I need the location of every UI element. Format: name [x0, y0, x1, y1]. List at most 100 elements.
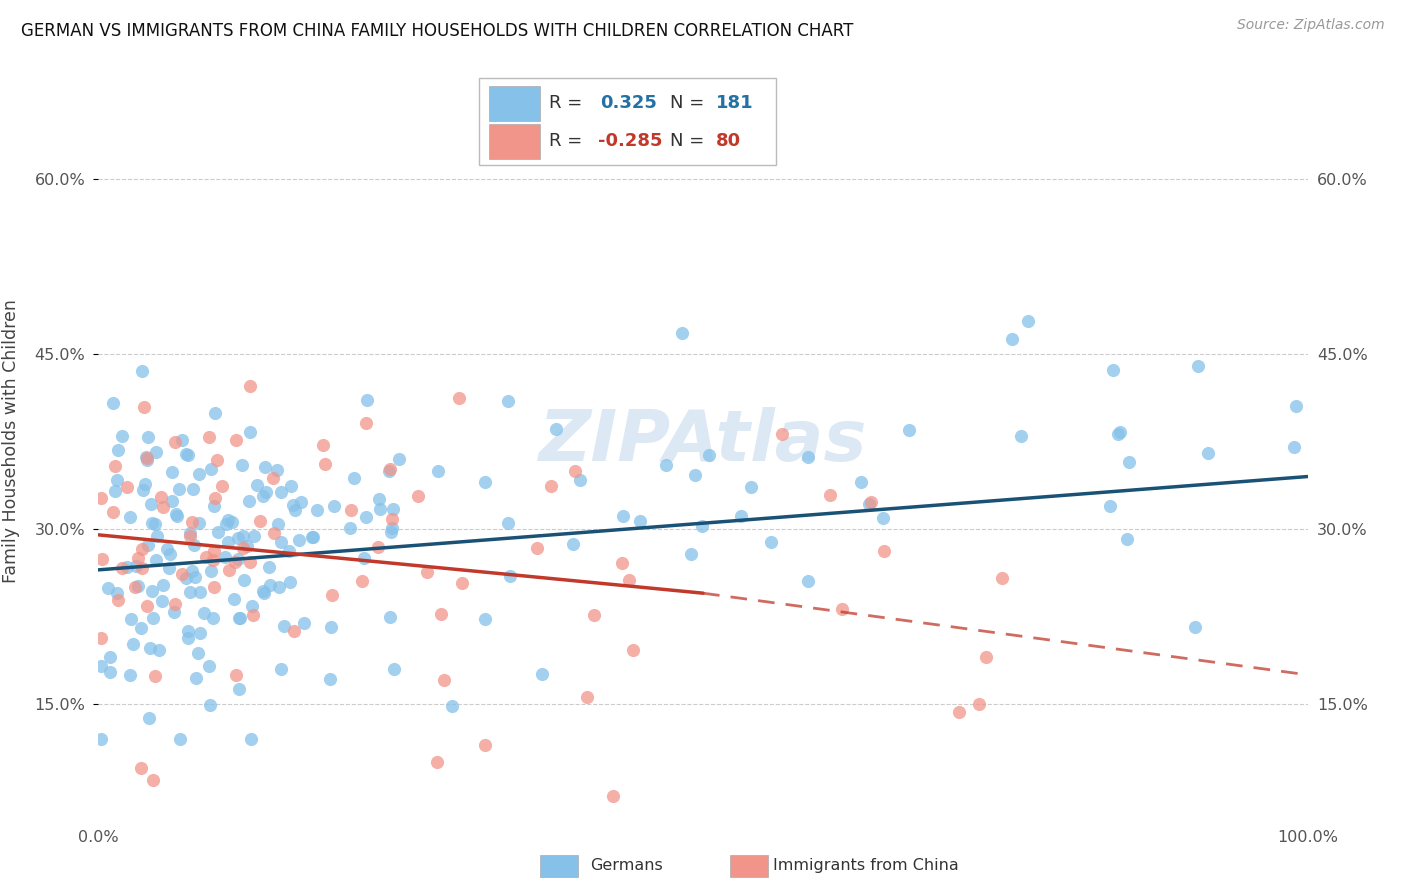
Point — [134, 477, 156, 491]
Point — [150, 593, 173, 607]
Point — [202, 553, 225, 567]
Point — [97, 581, 120, 595]
Point — [111, 560, 134, 574]
Point — [170, 433, 193, 447]
Point — [831, 601, 853, 615]
Point — [159, 547, 181, 561]
Text: Germans: Germans — [591, 858, 664, 872]
Point — [1098, 499, 1121, 513]
Point — [142, 772, 165, 787]
Point — [690, 519, 713, 533]
Point — [90, 631, 112, 645]
Point — [127, 579, 149, 593]
Point — [655, 458, 678, 473]
Point — [378, 462, 401, 476]
Point — [215, 517, 238, 532]
Point — [252, 583, 274, 598]
Point — [228, 682, 250, 697]
Point — [167, 483, 190, 497]
Point — [193, 606, 215, 620]
Point — [127, 551, 149, 566]
Point — [120, 510, 142, 524]
Point — [259, 578, 281, 592]
Point — [170, 567, 193, 582]
Point — [207, 525, 229, 540]
Point — [267, 516, 290, 531]
Point — [526, 541, 548, 555]
Point — [1285, 399, 1308, 413]
Point — [339, 520, 361, 534]
Point — [195, 549, 218, 564]
Point — [141, 584, 163, 599]
Point — [238, 494, 260, 508]
Point — [188, 467, 211, 482]
Point — [1107, 427, 1129, 442]
Point — [621, 643, 644, 657]
Point — [169, 731, 191, 746]
Point — [873, 543, 896, 558]
Point — [225, 667, 247, 681]
Point — [184, 570, 207, 584]
Point — [797, 450, 820, 464]
Point — [382, 661, 405, 675]
Point — [948, 706, 970, 720]
Point — [131, 560, 153, 574]
Point — [188, 585, 211, 599]
Point — [321, 620, 343, 634]
Point — [90, 731, 112, 746]
Point — [240, 599, 263, 613]
Point — [142, 611, 165, 625]
Point — [226, 552, 249, 566]
Point — [131, 364, 153, 378]
Point — [451, 576, 474, 591]
Point — [134, 400, 156, 414]
Point — [340, 503, 363, 517]
FancyBboxPatch shape — [489, 86, 540, 120]
Point — [139, 498, 162, 512]
Point — [115, 560, 138, 574]
Point — [232, 528, 254, 542]
Text: N =: N = — [671, 95, 710, 112]
Point — [202, 544, 225, 558]
Point — [198, 430, 221, 444]
Point — [269, 580, 291, 594]
Point — [1187, 359, 1209, 373]
Point — [302, 530, 325, 544]
Point — [152, 578, 174, 592]
Point — [205, 452, 228, 467]
Point — [204, 406, 226, 420]
Point — [121, 637, 143, 651]
Point — [136, 453, 159, 467]
FancyBboxPatch shape — [479, 78, 776, 165]
Point — [252, 586, 274, 600]
Point — [1102, 362, 1125, 376]
Point — [270, 662, 292, 676]
Y-axis label: Family Households with Children: Family Households with Children — [3, 300, 21, 583]
Point — [270, 535, 292, 549]
Text: Immigrants from China: Immigrants from China — [773, 858, 959, 872]
Point — [131, 542, 153, 557]
Point — [239, 379, 262, 393]
Point — [148, 643, 170, 657]
Point — [90, 659, 112, 673]
Point — [321, 588, 343, 602]
Point — [263, 526, 285, 541]
Point — [202, 499, 225, 513]
Point — [307, 503, 329, 517]
Point — [564, 464, 586, 478]
Point — [278, 574, 301, 589]
Point — [166, 508, 188, 523]
Point — [160, 465, 183, 479]
Point — [156, 541, 179, 556]
Point — [314, 458, 336, 472]
Point — [540, 479, 562, 493]
Point — [440, 699, 463, 714]
Point — [240, 731, 263, 746]
Point — [181, 564, 204, 578]
Point — [474, 475, 496, 489]
Point — [243, 528, 266, 542]
Point — [200, 462, 222, 476]
Point — [129, 621, 152, 635]
Point — [204, 491, 226, 505]
Point — [612, 509, 634, 524]
